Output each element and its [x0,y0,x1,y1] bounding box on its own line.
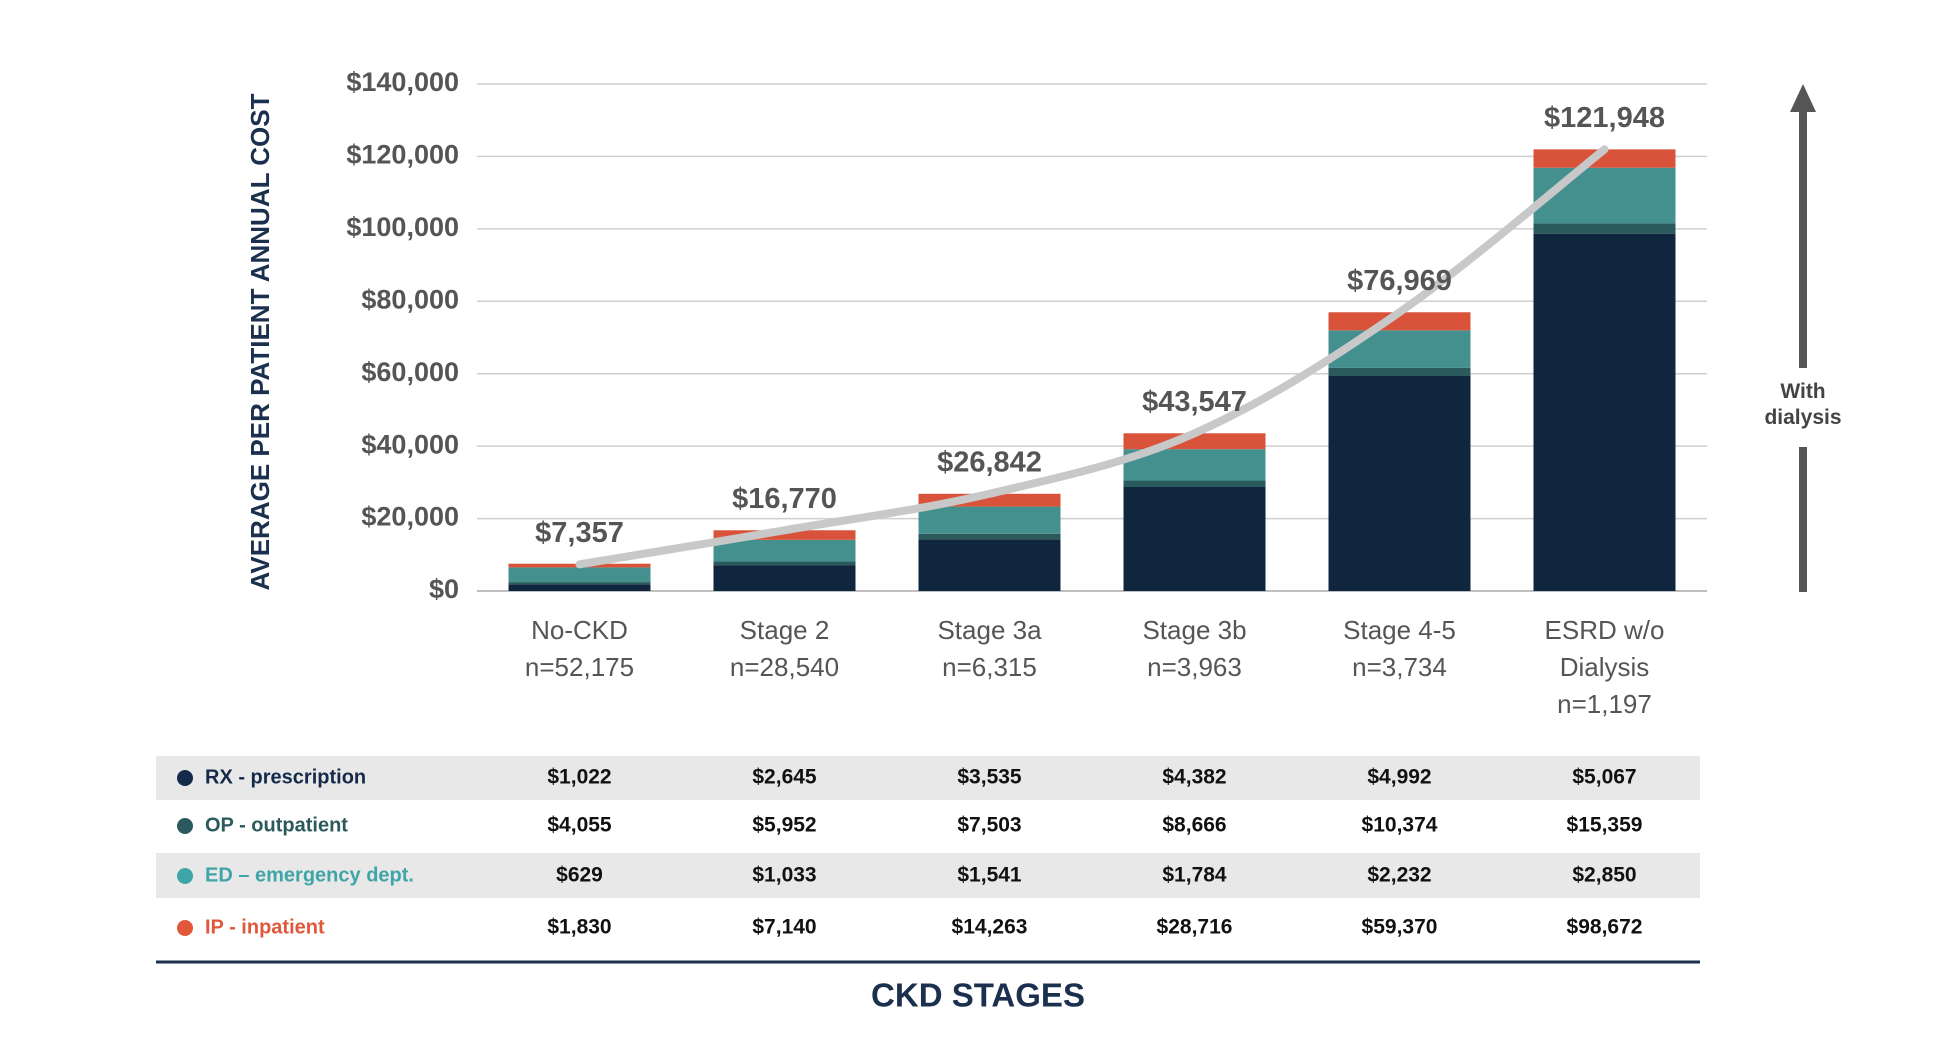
bar-segment [1533,223,1676,234]
bar-segment [713,539,856,562]
table-cell: $5,952 [752,814,816,837]
table-cell: $28,716 [1157,916,1233,939]
table-cell: $2,645 [752,766,817,789]
legend-dot [177,920,193,936]
y-axis-title: AVERAGE PER PATIENT ANNUAL COST [245,93,275,590]
bar-segment [1328,375,1471,591]
bar-segment [1533,233,1676,592]
bar-segment [1328,312,1471,331]
bar-segment [1533,167,1676,224]
x-tick-label: Dialysis [1560,652,1650,682]
bar-segment [713,530,856,540]
total-label: $76,969 [1347,265,1452,297]
table-cell: $2,232 [1367,864,1431,887]
legend-label: OP - outpatient [205,814,348,836]
table-cell: $5,067 [1572,766,1636,789]
annotation: With dialysis [1764,380,1841,429]
table-cell: $7,503 [957,814,1021,837]
bar-segment [713,561,856,566]
y-tick-label: $100,000 [346,212,459,242]
table-cell: $4,992 [1367,766,1431,789]
table-cell: $629 [556,864,603,887]
table-cell: $1,541 [957,864,1022,887]
total-label: $7,357 [535,517,624,549]
table-cell: $2,850 [1572,864,1636,887]
table-cell: $7,140 [752,916,816,939]
table-row-band [156,756,1700,800]
y-tick-label: $120,000 [346,140,459,170]
table-cell: $14,263 [952,916,1028,939]
x-tick-label: n=6,315 [942,652,1037,682]
bar-segment [1123,480,1266,488]
total-label: $26,842 [937,446,1042,478]
bar-segment [918,506,1061,534]
x-tick-label: Stage 3a [937,615,1042,645]
table-cell: $3,535 [957,766,1022,789]
bar-segment [1328,330,1471,368]
total-label: $16,770 [732,483,837,515]
x-tick-label: n=1,197 [1557,689,1652,719]
table-cell: $4,382 [1162,766,1226,789]
x-tick-label: n=3,963 [1147,652,1242,682]
y-tick-label: $40,000 [361,429,459,459]
y-tick-label: $20,000 [361,502,459,532]
x-tick-label: ESRD w/o [1545,615,1665,645]
legend-label: ED – emergency dept. [205,864,414,886]
table-cell: $1,033 [752,864,816,887]
legend-dot [177,770,193,786]
total-label: $43,547 [1142,386,1247,418]
x-tick-label: Stage 2 [740,615,830,645]
table-cell: $59,370 [1362,916,1438,939]
bar-segment [508,567,651,583]
x-tick-label: No-CKD [531,615,628,645]
legend-label: RX - prescription [205,766,366,788]
x-tick-label: Stage 3b [1142,615,1246,645]
legend-dot [177,818,193,834]
table-cell: $98,672 [1567,916,1643,939]
total-label: $121,948 [1544,102,1665,134]
table-cell: $1,022 [547,766,611,789]
legend-label: IP - inpatient [205,916,325,938]
table-cell: $1,784 [1162,864,1227,887]
bar-segment [713,565,856,591]
y-tick-label: $80,000 [361,284,459,314]
bar-segment [508,584,651,591]
bar-segment [508,582,651,585]
bar-segment [1328,367,1471,376]
table-cell: $10,374 [1362,814,1438,837]
x-tick-label: n=52,175 [525,652,634,682]
table-cell: $4,055 [547,814,612,837]
legend-dot [177,868,193,884]
x-tick-label: n=28,540 [730,652,839,682]
y-tick-label: $140,000 [346,67,459,97]
x-axis-title: CKD STAGES [871,977,1085,1014]
bar-segment [918,539,1061,591]
y-tick-label: $0 [429,574,459,604]
table-cell: $8,666 [1162,814,1226,837]
bar-segment [918,533,1061,540]
table-row-band [156,853,1700,898]
bar-segment [1533,149,1676,168]
bar-segment [1123,487,1266,591]
table-cell: $15,359 [1567,814,1643,837]
y-tick-label: $60,000 [361,357,459,387]
x-tick-label: Stage 4-5 [1343,615,1456,645]
arrow-head [1790,84,1816,112]
trend-line [575,145,1609,569]
x-tick-label: n=3,734 [1352,652,1447,682]
table-cell: $1,830 [547,916,611,939]
